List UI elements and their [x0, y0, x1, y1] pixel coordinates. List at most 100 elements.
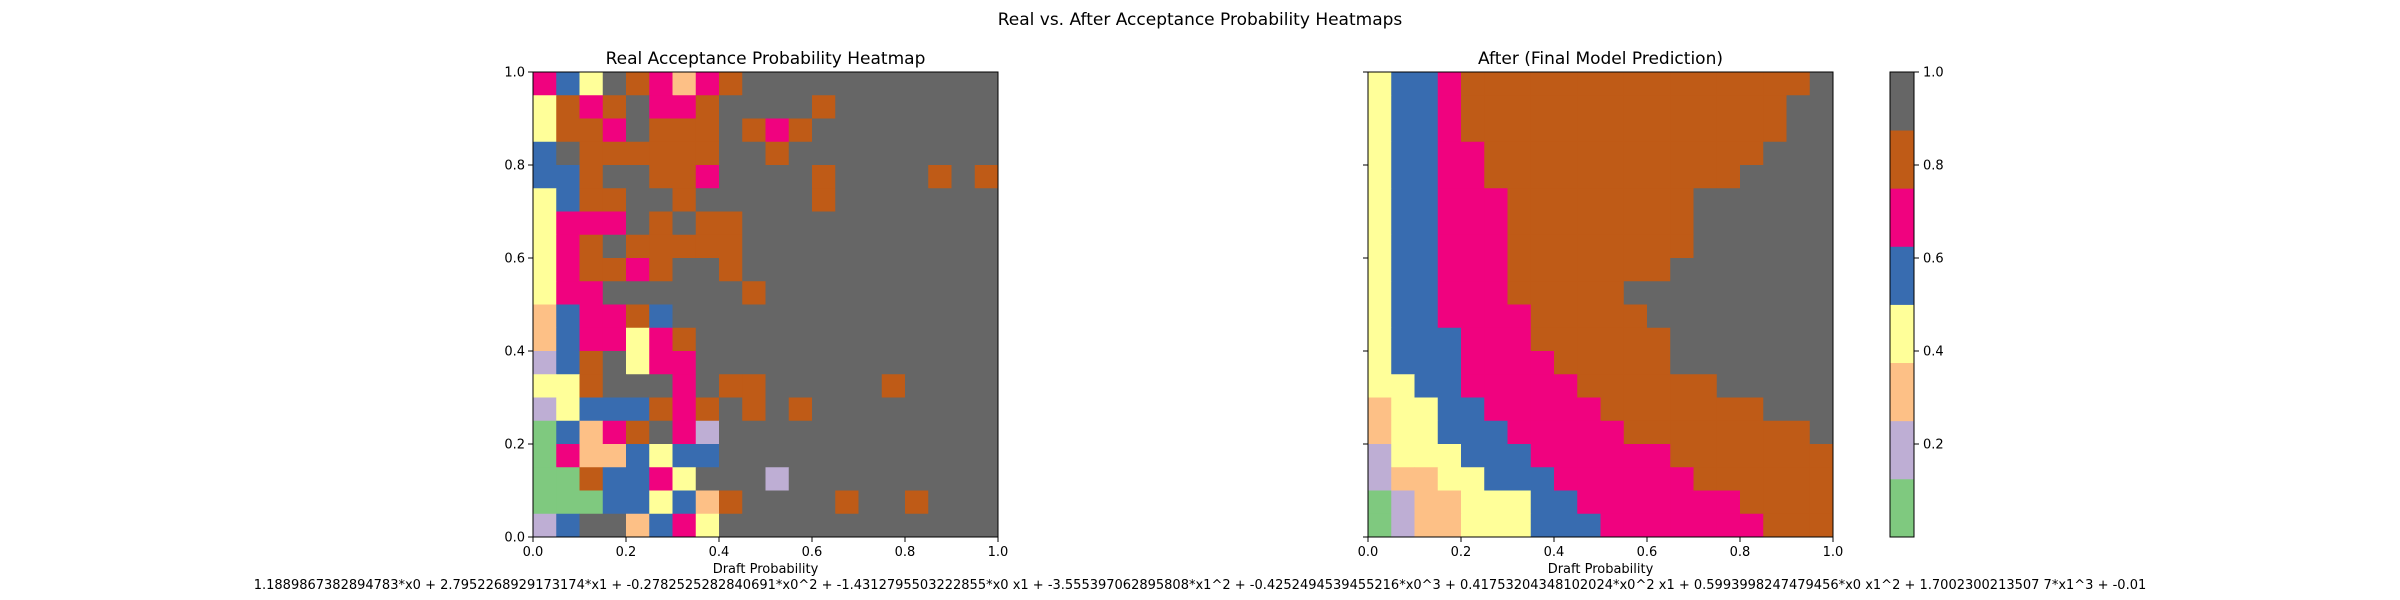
heatmap-cell [905, 444, 929, 468]
heatmap-cell [533, 118, 557, 143]
heatmap-cell [1763, 165, 1787, 189]
heatmap-cell [626, 467, 650, 491]
x-tick-label: 0.4 [1544, 545, 1565, 560]
heatmap-cell [1693, 444, 1718, 468]
heatmap-cell [1554, 234, 1578, 259]
heatmap-cell [1554, 513, 1578, 538]
heatmap-cell [1809, 467, 1834, 491]
heatmap-cell [1716, 374, 1741, 398]
heatmap-cell [556, 397, 580, 422]
heatmap-cell [672, 490, 697, 515]
heatmap-cell [672, 258, 697, 282]
heatmap-cell [1809, 304, 1834, 329]
heatmap-cell [742, 165, 766, 189]
heatmap-cell [1507, 351, 1532, 375]
heatmap-cell [695, 304, 720, 329]
heatmap-cell [719, 95, 743, 119]
heatmap-cell [835, 467, 859, 491]
heatmap-cell [1484, 118, 1508, 143]
heatmap-cell [742, 141, 766, 166]
colorbar-tick-label: 0.6 [1923, 252, 1944, 267]
heatmap-cell [742, 281, 766, 305]
heatmap-cell [672, 234, 697, 259]
heatmap-cell [1716, 490, 1741, 515]
heatmap-cell [1437, 188, 1462, 212]
heatmap-cell [928, 95, 952, 119]
heatmap-cell [1716, 327, 1741, 352]
heatmap-cell [1368, 420, 1392, 445]
heatmap-cell [579, 513, 604, 538]
heatmap-cell [1809, 165, 1834, 189]
heatmap-cell [1763, 327, 1787, 352]
heatmap-cell [1461, 72, 1485, 96]
heatmap-cell [905, 165, 929, 189]
plot-frame [1367, 71, 1834, 538]
heatmap-cell [649, 444, 673, 468]
heatmap-cell [974, 72, 999, 96]
heatmap-cell [742, 351, 766, 375]
heatmap-cell [788, 304, 813, 329]
heatmap-cell [974, 234, 999, 259]
heatmap-cell [1368, 234, 1392, 259]
heatmap-cell [1507, 165, 1532, 189]
heatmap-cell [579, 444, 604, 468]
heatmap-cell [1763, 141, 1787, 166]
heatmap-cell [1554, 397, 1578, 422]
heatmap-cell [1577, 95, 1601, 119]
heatmap-cell [1507, 211, 1532, 236]
heatmap-cell [1554, 420, 1578, 445]
heatmap-cell [812, 490, 836, 515]
heatmap-cell [788, 490, 813, 515]
heatmap-cell [742, 234, 766, 259]
heatmap-cell [1484, 95, 1508, 119]
heatmap-cell [1507, 304, 1532, 329]
heatmap-cell [1763, 444, 1787, 468]
y-tick-label: 0.4 [504, 345, 525, 360]
heatmap-cell [1763, 490, 1787, 515]
colorbar-frame [1889, 71, 1915, 538]
heatmap-cell [1693, 211, 1718, 236]
heatmap-cell [1716, 304, 1741, 329]
heatmap-cell [1740, 467, 1764, 491]
heatmap-cell [1623, 444, 1648, 468]
heatmap-cell [719, 118, 743, 143]
heatmap-cell [1391, 258, 1415, 282]
heatmap-cell [1763, 374, 1787, 398]
heatmap-cell [1461, 188, 1485, 212]
heatmap-cell [1554, 141, 1578, 166]
heatmap-cell [672, 304, 697, 329]
heatmap-cell [672, 420, 697, 445]
heatmap-cell [649, 72, 673, 96]
heatmap-cell [905, 397, 929, 422]
heatmap-cell [742, 420, 766, 445]
heatmap-cell [951, 420, 976, 445]
heatmap-cell [579, 420, 604, 445]
heatmap-cell [812, 327, 836, 352]
heatmap-cell [1577, 281, 1601, 305]
heatmap-cell [928, 258, 952, 282]
heatmap-cell [1484, 188, 1508, 212]
heatmap-cell [695, 467, 720, 491]
heatmap-cell [626, 95, 650, 119]
heatmap-cell [1623, 513, 1648, 538]
heatmap-cell [812, 118, 836, 143]
heatmap-cell [1740, 141, 1764, 166]
heatmap-cell [672, 397, 697, 422]
heatmap-cell [1763, 211, 1787, 236]
heatmap-cell [1623, 327, 1648, 352]
heatmap-cell [974, 397, 999, 422]
heatmap-cell [672, 374, 697, 398]
heatmap-cell [905, 490, 929, 515]
heatmap-cell [602, 188, 627, 212]
heatmap-cell [858, 95, 883, 119]
heatmap-cell [1716, 141, 1741, 166]
heatmap-cell [649, 95, 673, 119]
heatmap-cell [1786, 118, 1811, 143]
heatmap-cell [695, 118, 720, 143]
heatmap-cell [1763, 397, 1787, 422]
heatmap-cell [672, 211, 697, 236]
heatmap-cell [1600, 513, 1625, 538]
heatmap-cell [835, 165, 859, 189]
heatmap-cell [1461, 490, 1485, 515]
heatmap-cell [1647, 188, 1671, 212]
